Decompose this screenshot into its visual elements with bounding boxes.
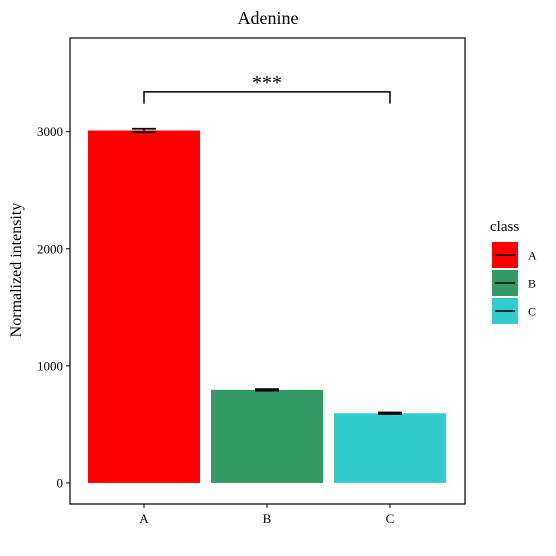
error-bar-C xyxy=(378,411,402,415)
chart-title: Adenine xyxy=(238,8,299,28)
axis-layer: 0 1000 2000 3000 A B C xyxy=(37,124,394,526)
bar-A xyxy=(88,130,200,483)
error-bar-A xyxy=(132,127,156,134)
x-tick-label-B: B xyxy=(263,511,272,526)
y-tick-label-1000: 1000 xyxy=(37,358,63,373)
legend: ABC xyxy=(492,242,537,324)
x-tick-label-C: C xyxy=(386,511,395,526)
y-axis-title: Normalized intensity xyxy=(8,203,25,338)
y-tick-label-0: 0 xyxy=(57,475,64,490)
legend-item-C: C xyxy=(492,298,536,324)
legend-title: class xyxy=(490,219,519,235)
y-tick-label-3000: 3000 xyxy=(37,124,63,139)
error-bar-B xyxy=(255,388,279,392)
legend-item-A: A xyxy=(492,242,537,268)
x-tick-label-A: A xyxy=(139,511,149,526)
legend-item-B: B xyxy=(492,270,536,296)
significance-annotation: *** xyxy=(143,72,391,104)
legend-label-A: A xyxy=(528,249,537,263)
legend-label-C: C xyxy=(528,305,536,319)
legend-label-B: B xyxy=(528,277,536,291)
significance-bracket xyxy=(143,91,391,104)
bar-C xyxy=(334,413,446,483)
bars-layer xyxy=(88,127,446,483)
bar-B xyxy=(211,389,323,483)
significance-label: *** xyxy=(252,72,282,94)
y-tick-label-2000: 2000 xyxy=(37,241,63,256)
